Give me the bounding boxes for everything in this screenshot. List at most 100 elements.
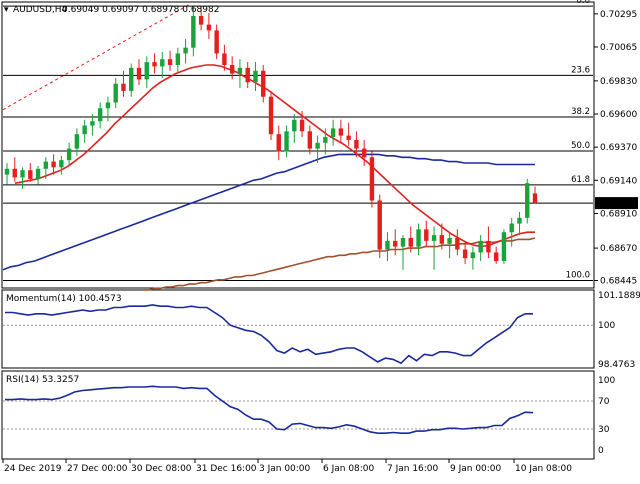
candle-body [160, 59, 165, 67]
price-axis-label: 0.69140 [600, 176, 637, 186]
candle-body [253, 70, 258, 83]
candle-body [245, 67, 250, 83]
candle-body [346, 135, 351, 140]
rsi-axis-label: 0 [598, 446, 604, 456]
candle-body [354, 139, 359, 149]
candle-body [377, 200, 382, 250]
candle-body [299, 119, 305, 132]
momentum-axis-label: 98.4763 [598, 360, 635, 370]
candle-body [431, 235, 437, 241]
x-axis-label: 24 Dec 2019 [4, 464, 62, 474]
rsi-axis-label: 30 [598, 425, 610, 435]
price-axis-label: 0.68445 [600, 277, 637, 287]
candle-body [292, 119, 297, 132]
candle-body [268, 96, 274, 135]
candle-body [261, 70, 266, 97]
candle-body [416, 229, 421, 247]
x-axis-label: 31 Dec 16:00 [196, 464, 257, 474]
fibo-level-label: 50.0 [571, 141, 590, 151]
fibo-level-label: 0.0 [576, 0, 590, 6]
x-axis-label: 9 Jan 00:00 [450, 464, 502, 474]
rsi-axis-label: 70 [598, 397, 610, 407]
candle-body [385, 240, 390, 250]
candle-body [113, 83, 118, 103]
candle-body [229, 64, 235, 74]
price-axis-label: 0.69600 [600, 110, 637, 120]
candle-body [167, 59, 173, 65]
candle-body [51, 161, 56, 168]
current-price-tag-label: 0.68982 [599, 200, 636, 210]
candle-body [393, 240, 398, 247]
candle-body [478, 240, 483, 253]
candle-body [315, 142, 320, 149]
candle-body [276, 134, 281, 152]
candle-body [330, 128, 336, 138]
price-axis-label: 0.68910 [600, 209, 637, 219]
sma-blue-line [2, 153, 535, 271]
momentum-axis-label: 100 [598, 321, 615, 331]
candle-body [183, 47, 188, 54]
candle-body [152, 62, 157, 67]
sma-red-line [14, 64, 535, 248]
x-axis-label: 10 Jan 08:00 [515, 464, 572, 474]
candle-body [43, 161, 49, 169]
candle-body [214, 30, 219, 54]
candle-body [424, 229, 429, 241]
candle-body [105, 102, 111, 109]
x-axis-label: 6 Jan 08:00 [323, 464, 375, 474]
ohlc-label: 0.69049 0.69097 0.68978 0.68982 [62, 5, 219, 15]
candle-body [82, 125, 87, 135]
fibo-level-label: 23.6 [571, 65, 590, 75]
candle-body [206, 24, 212, 31]
fibo-level-label: 61.8 [571, 175, 590, 185]
price-axis-label: 0.70065 [600, 43, 637, 53]
momentum-label: Momentum(14) 100.4573 [6, 294, 122, 304]
candle-body [237, 67, 243, 74]
price-axis-label: 0.70295 [600, 10, 637, 20]
candle-body [462, 249, 468, 259]
candle-body [59, 160, 64, 168]
candle-body [35, 168, 41, 179]
fibo-level-label: 38.2 [571, 107, 590, 117]
candle-body [66, 148, 72, 161]
candle-body [493, 252, 499, 262]
candle-body [121, 83, 126, 91]
rsi-label: RSI(14) 53.3257 [6, 375, 79, 385]
momentum-panel [1, 289, 595, 369]
rsi-panel [1, 370, 595, 460]
candle-body [408, 237, 413, 247]
candle-body [455, 237, 460, 250]
momentum-axis-label: 101.1889 [598, 291, 640, 301]
candle-body [447, 237, 452, 244]
candle-body [323, 137, 328, 143]
price-panel [1, 1, 595, 289]
candle-body [439, 235, 445, 244]
candle-body [470, 252, 476, 259]
x-axis-label: 3 Jan 00:00 [259, 464, 311, 474]
candle-body [97, 108, 103, 122]
candle-body [28, 170, 33, 179]
price-axis-label: 0.69370 [600, 143, 637, 153]
candle-body [517, 217, 522, 224]
candle-body [222, 53, 227, 65]
symbol-header-arrow[interactable]: ▾ [4, 5, 9, 15]
rsi-plot [3, 385, 593, 434]
candle-body [525, 183, 530, 218]
candle-body [338, 128, 344, 136]
momentum-plot [3, 304, 593, 365]
price-axis-label: 0.69830 [600, 77, 637, 87]
candle-body [191, 15, 196, 48]
candle-body [198, 15, 204, 25]
price-plot: 0.0 23.6 38.2 50.0 61.8 100.0 [2, 0, 593, 291]
candle-body [4, 168, 10, 175]
candle-body [501, 232, 507, 262]
candle-body [144, 62, 149, 80]
rsi-line [5, 385, 534, 434]
candle-body [90, 121, 95, 126]
axes: 0.70295 0.70065 0.69830 0.69600 0.69370 0.691… [2, 10, 640, 474]
candle-body [175, 53, 181, 65]
candle-body [20, 170, 25, 178]
rsi-axis-label: 100 [598, 376, 615, 386]
